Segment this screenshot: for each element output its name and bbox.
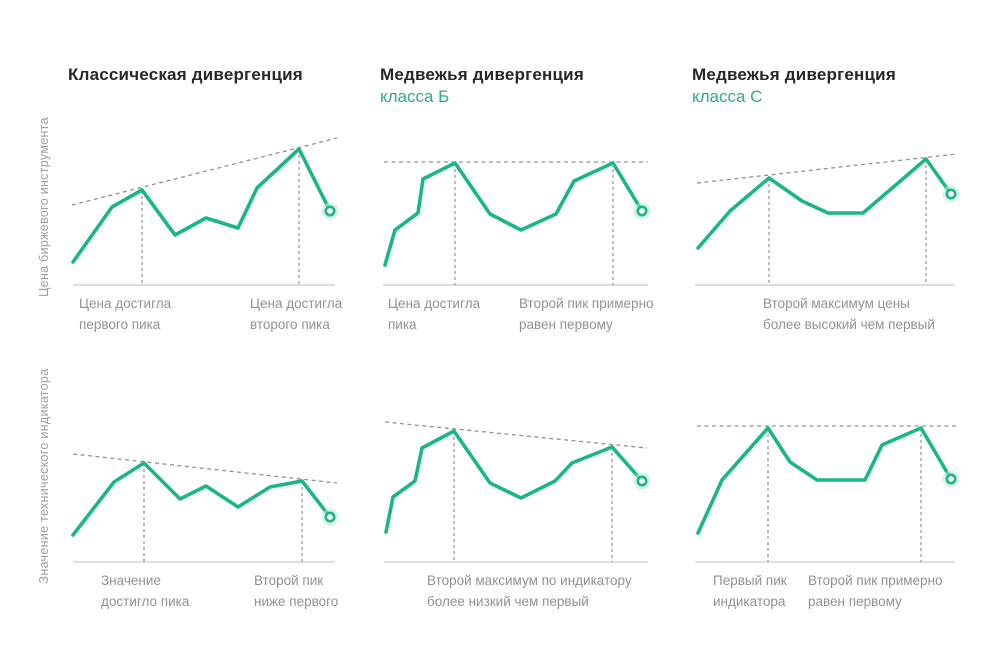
- chart-indicator-class-b: [384, 421, 651, 563]
- column-title-class-c: Медвежья дивергенция класса С: [692, 64, 982, 108]
- chart-indicator-classic: [71, 453, 339, 563]
- caption-second-peak: Цена достигла второго пика: [250, 296, 343, 332]
- caption-second-peak: Второй максимум цены более высокий чем п…: [763, 296, 935, 332]
- caption-first-peak: Цена достигла пика: [388, 296, 481, 332]
- subtitle-text: класса Б: [380, 87, 450, 106]
- chart-indicator-class-c: [695, 425, 960, 563]
- subtitle-text: класса С: [692, 87, 763, 106]
- column-title-classic: Классическая дивергенция: [68, 64, 358, 86]
- caption-second-peak: Второй пик примерно равен первому: [808, 573, 943, 609]
- chart-cell-price-classic: Цена достигла первого пика Цена достигла…: [68, 135, 353, 350]
- chart-price-classic: [71, 137, 339, 286]
- chart-cell-indicator-class-c: Первый пик индикатора Второй пик примерн…: [692, 412, 977, 627]
- caption-second-peak: Второй пик ниже первого: [254, 573, 339, 609]
- caption-first-peak: Цена достигла первого пика: [79, 296, 172, 332]
- caption-second-peak: Второй максимум по индикатору более низк…: [427, 573, 632, 609]
- title-text: Классическая дивергенция: [68, 65, 303, 84]
- chart-price-class-b: [383, 161, 651, 286]
- chart-cell-indicator-class-b: Второй максимум по индикатору более низк…: [380, 412, 665, 627]
- chart-price-class-c: [695, 153, 960, 286]
- chart-cell-price-class-b: Цена достигла пика Второй пик примерно р…: [380, 135, 665, 350]
- column-title-class-b: Медвежья дивергенция класса Б: [380, 64, 670, 108]
- caption-second-peak: Второй пик примерно равен первому: [519, 296, 654, 332]
- chart-cell-indicator-classic: Значение достигло пика Второй пик ниже п…: [68, 412, 353, 627]
- y-axis-label-indicator: Значение технического индикатора: [37, 368, 51, 584]
- y-axis-label-price: Цена биржевого инструмента: [37, 117, 51, 297]
- title-text: Медвежья дивергенция: [380, 65, 584, 84]
- caption-first-peak: Значение достигло пика: [101, 573, 190, 609]
- chart-cell-price-class-c: Второй максимум цены более высокий чем п…: [692, 135, 977, 350]
- caption-first-peak: Первый пик индикатора: [713, 573, 787, 609]
- title-text: Медвежья дивергенция: [692, 65, 896, 84]
